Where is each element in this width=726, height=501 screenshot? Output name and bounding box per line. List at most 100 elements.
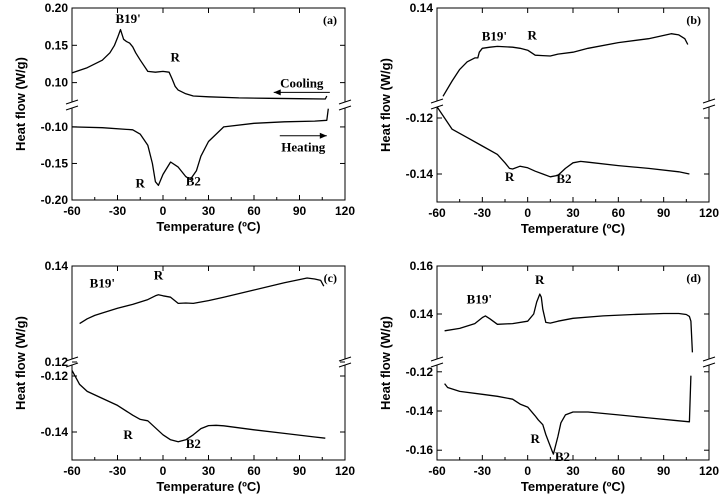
peak-annotation: R (123, 427, 133, 442)
axis-break-mark (430, 98, 444, 104)
x-tick-label: 120 (699, 464, 719, 478)
y-tick-label: -0.14 (406, 404, 434, 418)
x-tick-label: -60 (428, 206, 446, 220)
x-tick-label: 30 (566, 206, 580, 220)
panel-b: -60 -30 0 30 60 90 120 0.14 -0.14 -0.12 Temperatur… (378, 1, 719, 236)
panel-a: -60 -30 0 30 60 90 120 0.10 0.15 0.20 -0.20 -0.15 -0… (13, 1, 355, 234)
x-tick-label: 30 (202, 204, 216, 218)
series-line-heating (71, 370, 326, 443)
axis-break-mark (702, 98, 716, 104)
peak-annotation: B2 (556, 171, 571, 186)
y-tick-label: -0.14 (406, 167, 434, 181)
series-line-cooling (444, 293, 694, 353)
x-tick-label: -60 (428, 464, 446, 478)
peak-annotation: B19' (467, 292, 492, 307)
legend-text-cooling: Cooling (280, 75, 324, 90)
peak-annotation: B19' (482, 29, 507, 44)
y-tick-label: 0.12 (45, 355, 69, 369)
peak-annotation: R (170, 50, 180, 65)
x-tick-label: -30 (109, 464, 127, 478)
x-tick-label: 90 (293, 464, 307, 478)
x-tick-label: 90 (657, 206, 671, 220)
x-tick-label: 60 (612, 206, 626, 220)
series-line-heating (436, 106, 690, 178)
x-tick-label: 30 (202, 464, 216, 478)
axis-break-mark (702, 362, 716, 368)
axis-break-gap (66, 102, 78, 108)
axis-break-mark (338, 362, 352, 368)
y-tick-label: -0.12 (41, 369, 69, 383)
x-axis-label: Temperature (ºC) (521, 479, 625, 494)
y-tick-label: -0.15 (41, 156, 69, 170)
peak-annotation: R (136, 176, 146, 191)
x-tick-label: -60 (63, 464, 81, 478)
x-tick-label: 120 (335, 204, 355, 218)
axis-break-mark (338, 356, 352, 362)
panel-d: -60 -30 0 30 60 90 120 0.14 0.16 -0.16 -0.14 -0.12 T… (378, 259, 719, 494)
panel-label: (d) (686, 271, 701, 285)
peak-annotation: R (531, 431, 541, 446)
y-axis-label: Heat flow (W/g) (378, 316, 393, 410)
y-tick-label: 0.14 (410, 307, 434, 321)
panel-c: -60 -30 0 30 60 90 120 0.12 0.14 -0.14 -0.12 Temper… (13, 259, 355, 494)
series-line-cooling (71, 28, 328, 100)
axis-break-mark (65, 99, 79, 105)
axis-break-mark (65, 105, 79, 111)
axis-break-mark (338, 99, 352, 105)
peak-annotation: B2 (186, 173, 201, 188)
y-tick-label: -0.20 (41, 193, 69, 207)
series-line-cooling (442, 33, 689, 97)
peak-annotation: B2 (186, 436, 201, 451)
x-tick-label: 60 (247, 464, 261, 478)
y-tick-label: -0.12 (406, 111, 434, 125)
x-axis-label: Temperature (ºC) (156, 219, 260, 234)
axis-break-gap (339, 102, 351, 108)
y-tick-label: -0.12 (406, 365, 434, 379)
series-line-heating (444, 375, 692, 455)
x-tick-label: -30 (474, 464, 492, 478)
x-tick-label: -30 (109, 204, 127, 218)
plot-frame (436, 7, 710, 203)
y-axis-label: Heat flow (W/g) (378, 58, 393, 152)
x-tick-label: 60 (247, 204, 261, 218)
peak-annotation: B2 (555, 449, 570, 464)
y-tick-label: -0.10 (41, 120, 69, 134)
x-axis-label: Temperature (ºC) (521, 221, 625, 236)
panel-label: (b) (686, 13, 701, 27)
y-tick-label: -0.16 (406, 443, 434, 457)
axis-break-mark (65, 362, 79, 368)
x-axis-label: Temperature (ºC) (156, 479, 260, 494)
axis-break-mark (338, 105, 352, 111)
peak-annotation: R (154, 267, 164, 282)
peak-annotation: R (535, 272, 545, 287)
axis-break-gap (703, 101, 715, 107)
y-tick-label: 0.16 (410, 259, 434, 273)
axis-break-mark (430, 362, 444, 368)
peak-annotation: R (505, 169, 515, 184)
legend-text-heating: Heating (281, 140, 326, 155)
axis-break-gap (431, 101, 443, 107)
axis-break-mark (65, 356, 79, 362)
y-tick-label: 0.10 (45, 76, 69, 90)
panel-label: (c) (324, 271, 337, 285)
x-tick-label: 90 (293, 204, 307, 218)
y-axis-label: Heat flow (W/g) (13, 57, 28, 151)
axis-break-gap (431, 359, 443, 365)
x-tick-label: 30 (566, 464, 580, 478)
x-tick-label: 0 (160, 464, 167, 478)
y-tick-label: 0.14 (45, 259, 69, 273)
plot-frame (71, 265, 346, 461)
y-tick-label: 0.14 (410, 1, 434, 15)
x-tick-label: 90 (657, 464, 671, 478)
series-line-heating (71, 108, 329, 187)
series-line-cooling (79, 277, 325, 325)
peak-annotation: R (528, 27, 538, 42)
y-tick-label: 0.15 (45, 38, 69, 52)
peak-annotation: B19' (115, 11, 140, 26)
legend-arrow-head (273, 89, 281, 96)
x-tick-label: 120 (335, 464, 355, 478)
x-tick-label: -60 (63, 204, 81, 218)
x-tick-label: 120 (699, 206, 719, 220)
plot-frame (71, 7, 346, 201)
